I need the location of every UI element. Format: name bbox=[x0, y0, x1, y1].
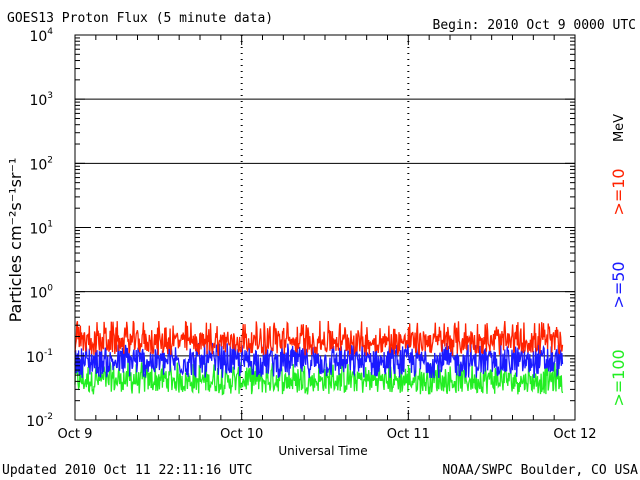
y-tick-label: 100 bbox=[29, 284, 53, 302]
legend-ge10: >=10 bbox=[609, 168, 628, 215]
series-line-ge50 bbox=[74, 342, 564, 379]
data-layer bbox=[74, 320, 564, 396]
updated-timestamp: Updated 2010 Oct 11 22:11:16 UTC bbox=[2, 463, 252, 478]
y-axis-label: Particles cm⁻²s⁻¹sr⁻¹ bbox=[6, 158, 25, 323]
y-tick-label: 10-1 bbox=[26, 348, 53, 366]
x-axis-label: Universal Time bbox=[278, 444, 367, 458]
y-tick-label: 104 bbox=[29, 27, 53, 45]
y-tick-label: 10-2 bbox=[26, 412, 53, 430]
y-tick-label: 103 bbox=[29, 91, 53, 109]
legend-ge50: >=50 bbox=[609, 261, 628, 308]
x-tick-label: Oct 11 bbox=[387, 427, 430, 442]
series-line-ge10 bbox=[74, 320, 564, 356]
credit-label: NOAA/SWPC Boulder, CO USA bbox=[442, 463, 638, 478]
chart-title: GOES13 Proton Flux (5 minute data) bbox=[7, 11, 273, 26]
x-tick-label: Oct 12 bbox=[553, 427, 596, 442]
begin-label: Begin: 2010 Oct 9 0000 UTC bbox=[433, 18, 637, 33]
y-tick-label: 101 bbox=[29, 220, 53, 238]
legend-ge100: >=100 bbox=[609, 349, 628, 406]
units-label: MeV bbox=[612, 114, 627, 142]
x-tick-label: Oct 9 bbox=[58, 427, 93, 442]
y-tick-label: 102 bbox=[29, 155, 53, 173]
axes-layer: 104 103 102 101 100 10-1 10-2 Oct 9 Oct 10 Oct 11… bbox=[26, 27, 596, 442]
x-tick-label: Oct 10 bbox=[220, 427, 263, 442]
